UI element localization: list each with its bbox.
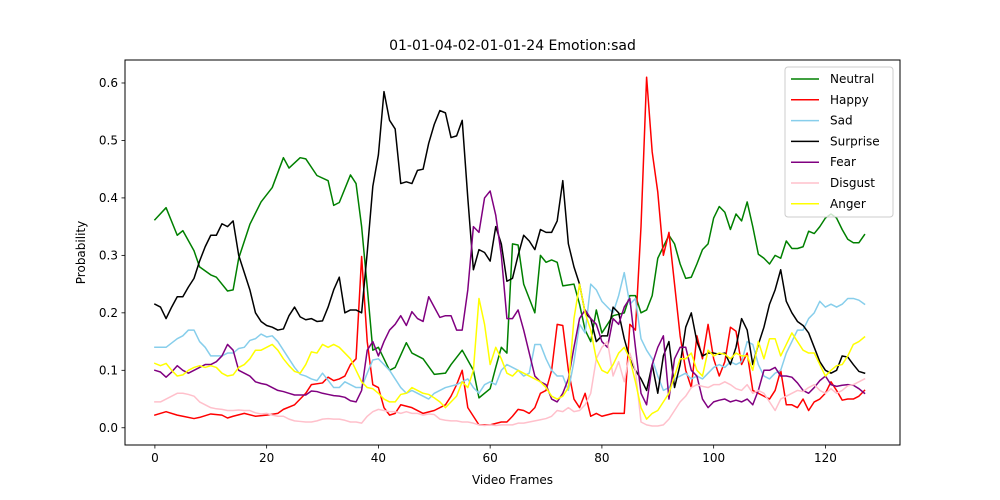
x-tick-label: 80 bbox=[594, 451, 609, 465]
legend-label-disgust: Disgust bbox=[830, 176, 875, 190]
x-tick-label: 40 bbox=[371, 451, 386, 465]
legend-box bbox=[784, 66, 894, 218]
legend-label-happy: Happy bbox=[830, 93, 869, 107]
y-axis-label: Probability bbox=[74, 221, 88, 284]
legend-label-sad: Sad bbox=[830, 114, 853, 128]
x-axis-label: Video Frames bbox=[472, 473, 553, 487]
y-tick-label: 0.6 bbox=[99, 76, 118, 90]
legend-label-anger: Anger bbox=[830, 197, 866, 211]
series-line-fear bbox=[153, 190, 866, 409]
y-tick-label: 0.2 bbox=[99, 306, 118, 320]
x-tick-label: 20 bbox=[259, 451, 274, 465]
y-tick-label: 0.1 bbox=[99, 363, 118, 377]
x-tick-label: 60 bbox=[483, 451, 498, 465]
series-line-neutral bbox=[153, 156, 866, 399]
plot-frame bbox=[124, 59, 901, 446]
legend-label-neutral: Neutral bbox=[830, 72, 874, 86]
series-layer bbox=[153, 76, 866, 427]
x-tick-label: 0 bbox=[151, 451, 159, 465]
x-axis: 0 20 40 60 80 100 120 bbox=[151, 445, 837, 465]
series-line-anger bbox=[153, 283, 866, 420]
series-line-surprise bbox=[153, 90, 866, 395]
legend: Neutral Happy Sad Surprise Fear Disgust Anger bbox=[784, 66, 894, 218]
series-line-happy bbox=[153, 76, 866, 426]
chart-title: 01-01-04-02-01-01-24 Emotion:sad bbox=[389, 38, 636, 54]
series-line-sad bbox=[154, 271, 866, 400]
y-tick-label: 0.3 bbox=[99, 248, 118, 262]
legend-label-fear: Fear bbox=[830, 155, 856, 169]
y-tick-label: 0.4 bbox=[99, 191, 118, 205]
x-tick-label: 100 bbox=[702, 451, 725, 465]
y-tick-label: 0.0 bbox=[99, 421, 118, 435]
x-tick-label: 120 bbox=[814, 451, 837, 465]
y-axis: 0.0 0.1 0.2 0.3 0.4 0.5 0.6 bbox=[99, 76, 125, 435]
y-tick-label: 0.5 bbox=[99, 133, 118, 147]
series-line-disgust bbox=[154, 340, 866, 427]
legend-label-surprise: Surprise bbox=[830, 134, 880, 148]
